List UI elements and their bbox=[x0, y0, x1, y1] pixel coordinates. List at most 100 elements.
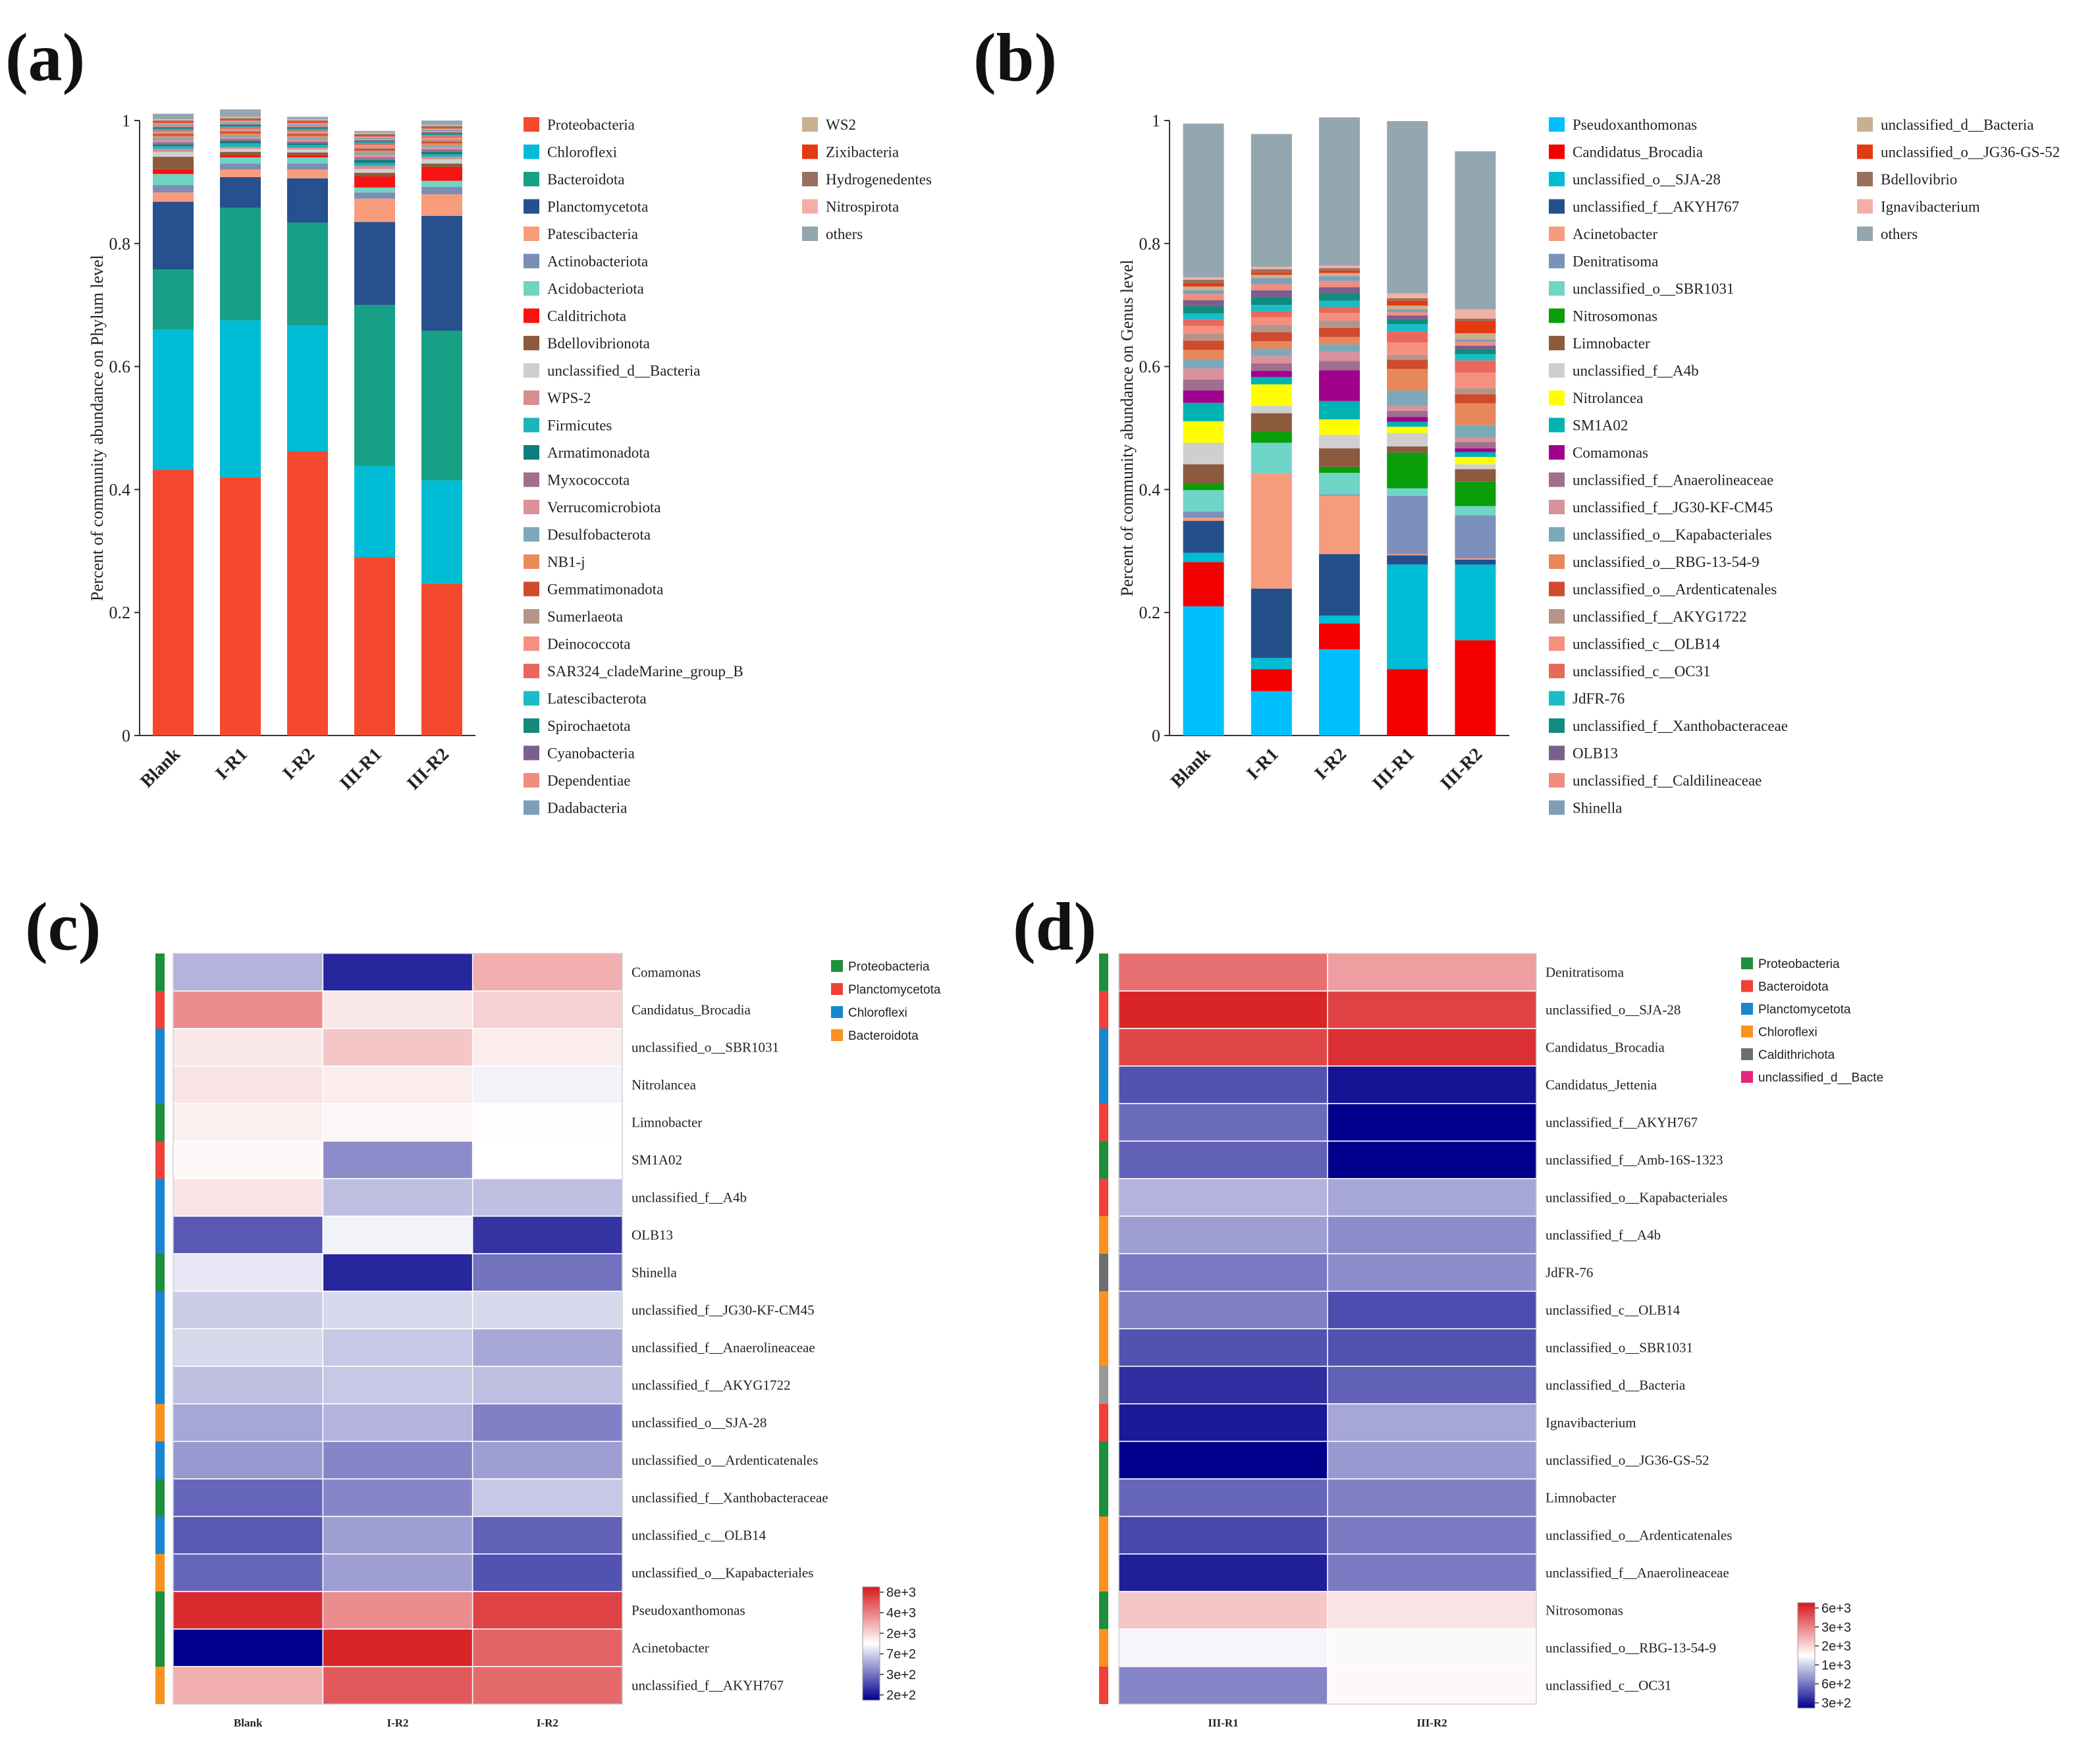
heatmap-cell bbox=[173, 1403, 324, 1442]
legend-swatch bbox=[1549, 745, 1565, 761]
stacked-bar-chart-genus: 0 0.2 0.4 0.6 0.8 1 Percent of community abund… bbox=[1117, 111, 2060, 817]
row-label: unclassified_f__Xanthobacteraceae bbox=[632, 1490, 828, 1506]
bar-segment-deinococcota bbox=[354, 145, 395, 147]
bar-segment-candidatus-brocadia bbox=[1183, 562, 1224, 606]
bar-segment-limnobacter bbox=[1319, 448, 1360, 467]
x-tick-label: I-R2 bbox=[1311, 744, 1351, 784]
heatmap-cell bbox=[173, 1591, 324, 1630]
bar-segment-candidatus-brocadia bbox=[1455, 640, 1496, 736]
bar-segment-nitrospirota bbox=[421, 124, 462, 126]
legend-label: Acidobacteriota bbox=[547, 281, 644, 297]
bar-segment-unclassified-c-olb14 bbox=[1319, 313, 1360, 321]
legend-label: SAR324_cladeMarine_group_B bbox=[547, 663, 743, 680]
row-label: unclassified_c__OLB14 bbox=[1546, 1302, 1681, 1318]
bar-segment-unclassified-o-rbg-13-54-9 bbox=[1319, 336, 1360, 344]
legend-swatch bbox=[524, 281, 539, 296]
bar-segment-firmicutes bbox=[220, 143, 261, 147]
bar-segment-unclassified-c-oc31 bbox=[1387, 331, 1428, 343]
legend-swatch bbox=[524, 472, 539, 487]
row-label: Denitratisoma bbox=[1546, 965, 1625, 980]
bar-segment-gemmatimonadota bbox=[354, 148, 395, 151]
bar-segment-others bbox=[1319, 117, 1360, 266]
heatmap-cell bbox=[322, 1140, 473, 1179]
legend-label: Zixibacteria bbox=[826, 144, 899, 161]
bar-segment-bdellovibrio bbox=[1455, 318, 1496, 321]
bar-segment-olb13 bbox=[1251, 290, 1292, 298]
bar-segment-unclassified-o-sbr1031 bbox=[1455, 506, 1496, 516]
bar-segment-sm1a02 bbox=[1455, 452, 1496, 457]
row-group-bar bbox=[1099, 1141, 1108, 1179]
legend-item-unclassified-o-kapabacteriales: unclassified_o__Kapabacteriales bbox=[1549, 527, 1772, 543]
legend-item-unclassified-o-ardenticatenales: unclassified_o__Ardenticatenales bbox=[1549, 581, 1777, 598]
heatmap-cell bbox=[1118, 1328, 1328, 1367]
row-group-bar bbox=[155, 953, 165, 991]
row-label: unclassified_o__Kapabacteriales bbox=[632, 1565, 813, 1581]
bar-segment-olb13 bbox=[1183, 300, 1224, 307]
heatmap-cell bbox=[322, 1291, 473, 1329]
legend-label: Chloroflexi bbox=[547, 144, 617, 161]
legend-swatch bbox=[1549, 144, 1565, 159]
bar-segment-unclassified-f-akyg1722 bbox=[1387, 354, 1428, 360]
y-tick-label: 0.6 bbox=[1139, 358, 1161, 377]
row-label: Comamonas bbox=[632, 965, 701, 980]
bar-segment-sar324-clademarine-group-b bbox=[153, 130, 194, 132]
bar-segment-unclassified-f-caldilineaceae bbox=[1387, 311, 1428, 316]
legend-swatch bbox=[524, 800, 539, 815]
bar-segment-nitrosomonas bbox=[1387, 452, 1428, 489]
bar-segment-armatimonadota bbox=[287, 143, 328, 146]
row-label: Nitrolancea bbox=[632, 1077, 697, 1093]
heatmap-cell bbox=[1118, 1478, 1328, 1517]
bar-segment-unclassified-f-a4b bbox=[1251, 406, 1292, 414]
legend-swatch bbox=[1549, 417, 1565, 433]
bar-segment-unclassified-f-caldilineaceae bbox=[1455, 342, 1496, 346]
legend-item-chloroflexi: Chloroflexi bbox=[524, 144, 617, 161]
legend-label: Planctomycetota bbox=[547, 199, 648, 215]
legend-item-sumerlaeota: Sumerlaeota bbox=[524, 608, 623, 625]
heatmap-cell bbox=[322, 1441, 473, 1480]
bar-segment-patescibacteria bbox=[354, 198, 395, 223]
legend-label: Spirochaetota bbox=[547, 718, 630, 734]
bar-segment-nitrospirota bbox=[153, 119, 194, 121]
bar-segment-gemmatimonadota bbox=[287, 134, 328, 136]
heatmap-cell bbox=[322, 1516, 473, 1555]
bar-segment-chloroflexi bbox=[421, 480, 462, 584]
x-tick-label: III-R2 bbox=[403, 744, 453, 794]
heatmap-cell bbox=[1118, 1140, 1328, 1179]
legend-item-nitrosomonas: Nitrosomonas bbox=[1549, 308, 1657, 325]
y-tick-label: 0.2 bbox=[109, 603, 131, 622]
legend-label: Hydrogenedentes bbox=[826, 171, 932, 188]
bar-segment-zixibacteria bbox=[220, 119, 261, 121]
legend-swatch bbox=[524, 581, 539, 597]
legend-swatch bbox=[1549, 609, 1565, 624]
legend-label: Gemmatimonadota bbox=[547, 581, 663, 598]
column-label: III-R1 bbox=[1208, 1717, 1238, 1729]
heatmap-cell bbox=[173, 953, 324, 992]
legend-swatch bbox=[1857, 117, 1873, 132]
bar-segment-unclassified-o-jg36-gs-52 bbox=[1183, 283, 1224, 287]
bar-segment-acidobacteriota bbox=[220, 157, 261, 164]
heatmap-cell bbox=[471, 1291, 623, 1329]
heatmap-cell bbox=[1327, 1478, 1537, 1517]
bar-segment-verrucomicrobiota bbox=[421, 147, 462, 149]
row-label: unclassified_c__OLB14 bbox=[632, 1528, 767, 1543]
y-tick-label: 1 bbox=[1152, 111, 1160, 130]
row-label: Limnobacter bbox=[1546, 1490, 1616, 1506]
row-group-bar bbox=[155, 1066, 165, 1104]
legend-label: OLB13 bbox=[1573, 745, 1618, 762]
bar-segment-unclassified-o-ardenticatenales bbox=[1319, 327, 1360, 337]
row-label: unclassified_f__A4b bbox=[1546, 1227, 1661, 1243]
bar-segment-unclassified-o-sja-28 bbox=[1183, 552, 1224, 562]
bar-segment-unclassified-o-jg36-gs-52 bbox=[1387, 300, 1428, 306]
bar-segment-unclassified-o-sbr1031 bbox=[1387, 488, 1428, 496]
bar-segment-sar324-clademarine-group-b bbox=[287, 130, 328, 132]
row-group-bar bbox=[1099, 1479, 1108, 1516]
y-axis-title: Percent of community abundance on Genus … bbox=[1117, 259, 1137, 596]
legend-label: Verrucomicrobiota bbox=[547, 499, 660, 516]
legend-swatch bbox=[1857, 199, 1873, 214]
heatmap-cell bbox=[1118, 1103, 1328, 1142]
bar-segment-unclassified-f-akyg1722 bbox=[1455, 388, 1496, 394]
heatmap-cell bbox=[471, 1253, 623, 1292]
legend-item-firmicutes: Firmicutes bbox=[524, 417, 612, 434]
bar-segment-wps-2 bbox=[421, 157, 462, 159]
bar-segment-firmicutes bbox=[354, 163, 395, 167]
